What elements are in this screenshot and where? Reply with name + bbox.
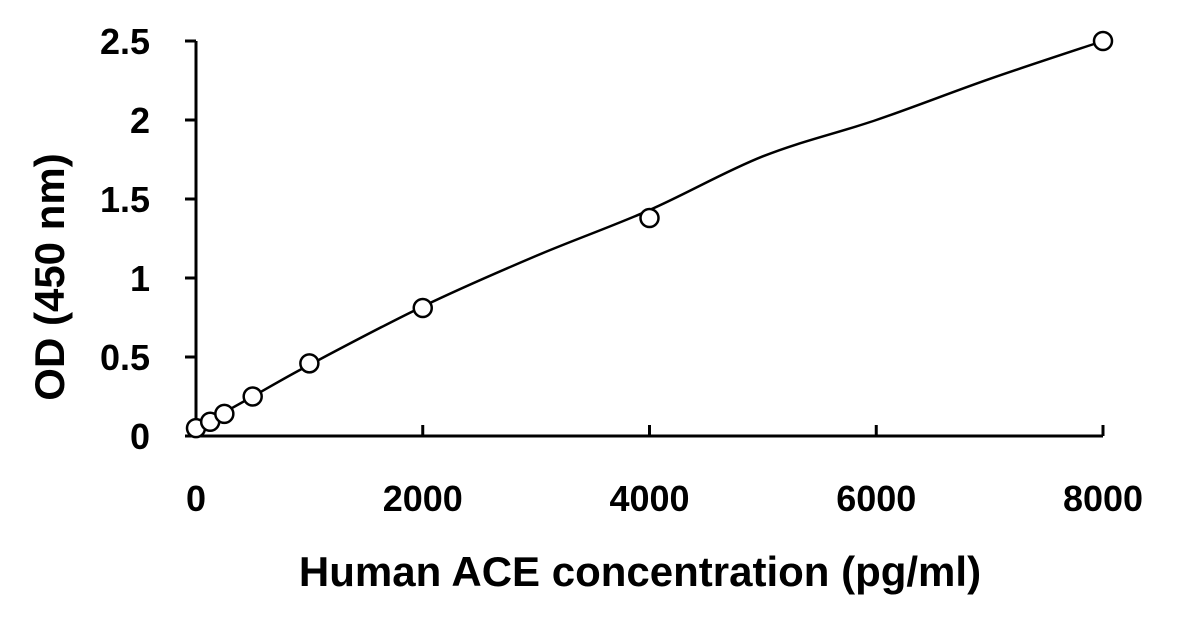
- x-tick-label: 4000: [609, 478, 689, 519]
- data-point: [242, 386, 263, 407]
- fit-curve-layer: [195, 39, 1104, 430]
- y-tick-label: 0: [130, 416, 150, 457]
- x-tick-label: 8000: [1063, 478, 1143, 519]
- y-tick-label: 0.5: [100, 337, 150, 378]
- x-tick-label: 2000: [383, 478, 463, 519]
- data-point: [299, 353, 320, 374]
- x-tick-label: 6000: [836, 478, 916, 519]
- y-axis-title: OD (450 nm): [26, 153, 73, 400]
- y-tick-label: 1: [130, 258, 150, 299]
- x-tick-label: 0: [186, 478, 206, 519]
- data-point: [639, 207, 660, 229]
- data-point: [412, 297, 433, 319]
- data-points: [185, 30, 1114, 439]
- fit-curve: [195, 39, 1104, 430]
- y-tick-label: 2.5: [100, 21, 150, 62]
- axes: [194, 41, 1103, 438]
- ticks: 0 0.5 1 1.5 2 2.5 0 2000 4000 6000 8000: [100, 21, 1143, 519]
- y-tick-label: 1.5: [100, 179, 150, 220]
- x-axis-title: Human ACE concentration (pg/ml): [299, 548, 981, 595]
- data-point: [1092, 30, 1114, 52]
- y-tick-label: 2: [130, 100, 150, 141]
- data-point: [214, 403, 235, 425]
